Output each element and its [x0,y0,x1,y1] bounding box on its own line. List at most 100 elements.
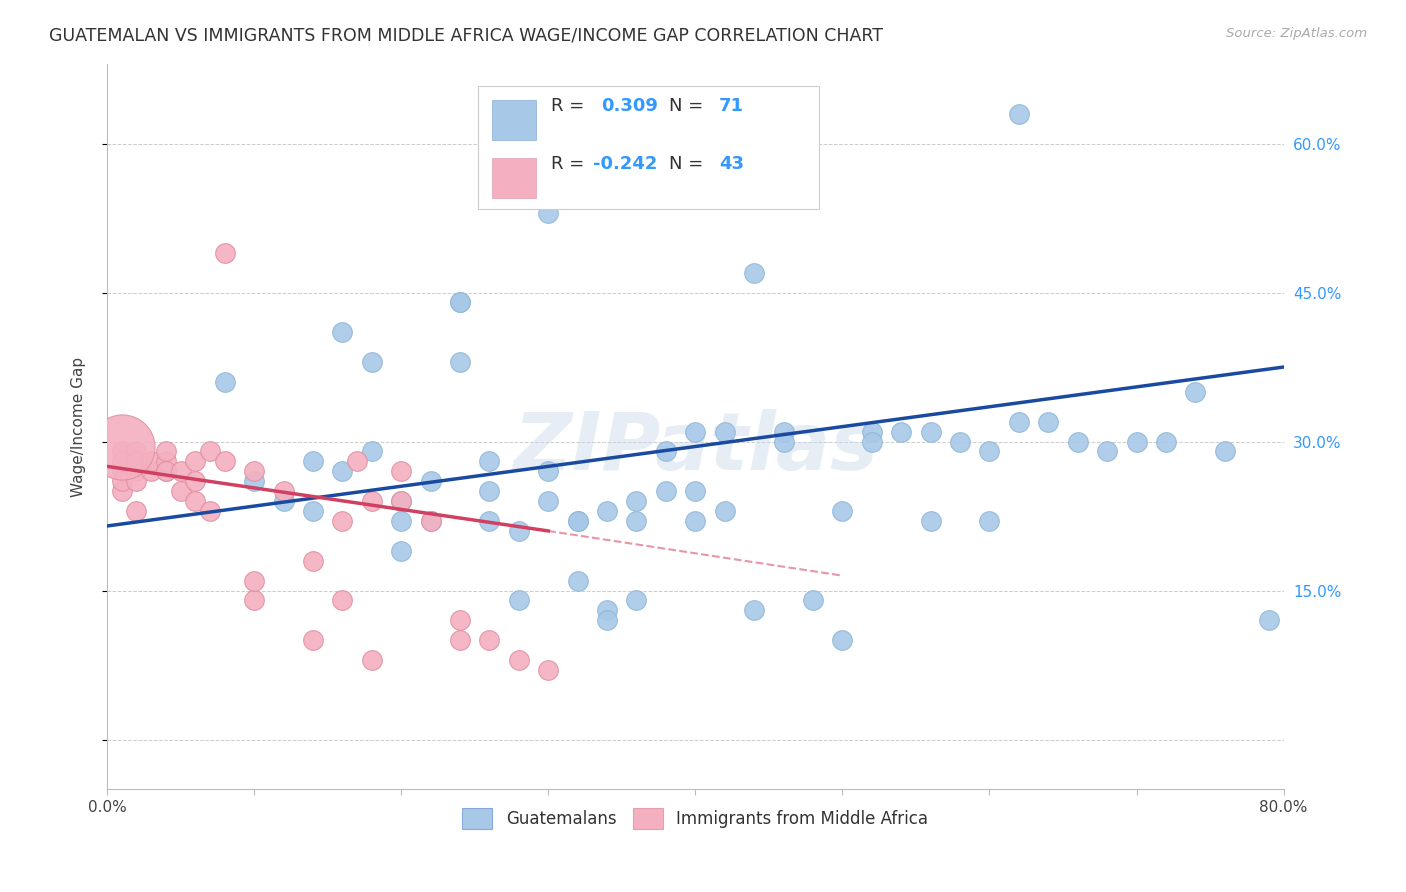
Text: R =: R = [551,97,589,115]
Point [243,475,266,489]
Point [155,444,177,458]
Point [332,325,354,339]
Point [389,494,412,508]
Point [831,504,853,518]
Point [537,494,560,508]
Point [155,454,177,468]
Point [478,633,501,648]
Point [243,593,266,607]
Point [449,295,471,310]
Text: 0.309: 0.309 [602,97,658,115]
Point [125,475,148,489]
Y-axis label: Wage/Income Gap: Wage/Income Gap [72,357,86,497]
Point [155,464,177,478]
Point [302,633,325,648]
Point [332,514,354,528]
Point [125,464,148,478]
Text: 71: 71 [718,97,744,115]
Point [141,454,163,468]
Point [360,355,382,369]
Point [184,454,207,468]
Point [169,484,191,499]
Point [214,375,236,389]
Point [198,444,221,458]
Point [273,494,295,508]
Point [1125,434,1147,449]
Point [155,464,177,478]
Point [449,613,471,627]
Point [685,514,707,528]
Point [184,494,207,508]
Point [449,295,471,310]
Text: GUATEMALAN VS IMMIGRANTS FROM MIDDLE AFRICA WAGE/INCOME GAP CORRELATION CHART: GUATEMALAN VS IMMIGRANTS FROM MIDDLE AFR… [49,27,883,45]
Point [302,554,325,568]
Point [1008,106,1031,120]
Point [449,355,471,369]
Point [626,494,648,508]
Point [567,514,589,528]
Point [685,425,707,439]
Point [125,454,148,468]
Point [141,464,163,478]
Point [360,444,382,458]
Point [920,425,942,439]
Point [596,613,619,627]
Point [332,593,354,607]
Point [478,454,501,468]
Legend: Guatemalans, Immigrants from Middle Africa: Guatemalans, Immigrants from Middle Afri… [456,802,935,835]
Point [713,504,735,518]
Bar [492,159,537,198]
Point [626,593,648,607]
Text: N =: N = [669,155,710,173]
Point [508,653,530,667]
Point [860,425,883,439]
Point [1154,434,1177,449]
Point [111,440,134,454]
Point [1213,444,1236,458]
Bar [492,100,537,140]
Point [742,603,765,617]
Point [713,425,735,439]
Text: Source: ZipAtlas.com: Source: ZipAtlas.com [1226,27,1367,40]
Point [111,475,134,489]
Point [1095,444,1118,458]
Point [537,206,560,220]
Point [772,434,794,449]
Point [419,514,441,528]
Point [273,484,295,499]
Point [508,524,530,538]
Point [1184,384,1206,399]
Point [1257,613,1279,627]
Point [478,514,501,528]
Point [831,633,853,648]
Point [567,574,589,588]
Point [111,444,134,458]
Point [389,544,412,558]
Point [169,464,191,478]
Point [419,514,441,528]
Point [920,514,942,528]
Point [626,514,648,528]
Point [655,444,678,458]
Point [214,245,236,260]
Point [419,475,441,489]
Point [801,593,824,607]
Point [772,425,794,439]
FancyBboxPatch shape [478,86,818,209]
Text: ZIPatlas: ZIPatlas [513,409,877,487]
Point [478,484,501,499]
Point [655,484,678,499]
Point [979,514,1001,528]
Point [302,454,325,468]
Point [537,464,560,478]
Point [949,434,972,449]
Point [979,444,1001,458]
Point [596,504,619,518]
Text: -0.242: -0.242 [593,155,658,173]
Point [508,593,530,607]
Point [1008,415,1031,429]
Point [360,494,382,508]
Point [389,514,412,528]
Point [567,514,589,528]
Point [596,603,619,617]
